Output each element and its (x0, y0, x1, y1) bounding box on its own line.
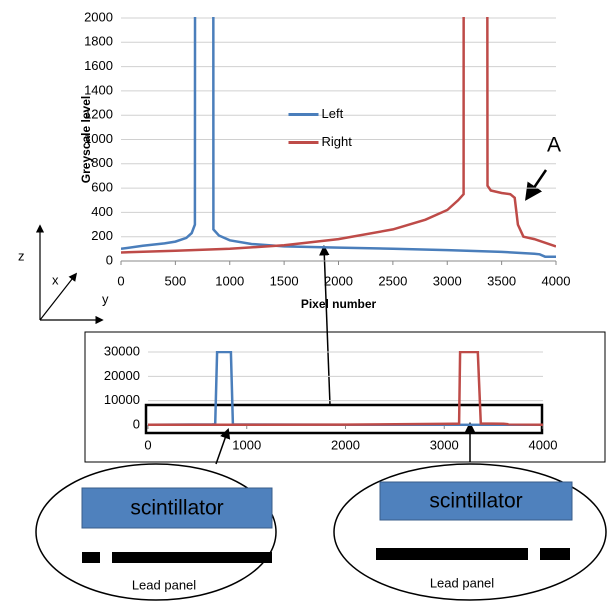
x-tick-label: 2000 (324, 273, 353, 288)
arrows (215, 169, 548, 465)
axis-z: z (18, 248, 25, 263)
annotation: A (547, 134, 561, 157)
axis-x: x (52, 272, 59, 287)
x-tick-label: 3000 (430, 437, 459, 452)
scintillator-label: scintillator (130, 497, 223, 520)
x-tick-label: 0 (144, 437, 151, 452)
x-tick-label: 3500 (487, 273, 516, 288)
x-tick-label: 2000 (331, 437, 360, 452)
x-tick-label: 500 (165, 273, 187, 288)
y-tick-label: 10000 (104, 392, 140, 407)
x-tick-label: 3000 (433, 273, 462, 288)
y-tick-label: 2000 (84, 9, 113, 24)
left-panel (35, 463, 277, 601)
y-tick-label: 400 (91, 204, 113, 219)
y-tick-label: 0 (133, 416, 140, 431)
lead-bar (82, 552, 100, 563)
x-tick-label: 4000 (529, 437, 558, 452)
series-line (148, 351, 543, 426)
x-tick-label: 1000 (232, 437, 261, 452)
inset-frame (84, 331, 606, 463)
scintillator-label: scintillator (429, 490, 522, 513)
selection-box (144, 403, 544, 435)
x-tick-label: 2500 (378, 273, 407, 288)
x-tick-label: 1000 (215, 273, 244, 288)
lead-bar (376, 548, 528, 560)
y-tick-label: 0 (106, 252, 113, 267)
lead-bar (112, 552, 272, 563)
y-tick-label: 1000 (84, 131, 113, 146)
series-line (121, 17, 556, 258)
axes-icon (35, 224, 104, 325)
x-tick-label: 1500 (270, 273, 299, 288)
scintillator-box (81, 487, 273, 529)
scintillator-box (379, 481, 573, 521)
axis-y: y (102, 291, 109, 306)
y-tick-label: 800 (91, 155, 113, 170)
lead-label: Lead panel (430, 575, 494, 590)
legend-label: Right (322, 134, 353, 149)
lead-bar (540, 548, 570, 560)
y-tick-label: 30000 (104, 343, 140, 358)
y-tick-label: 1800 (84, 34, 113, 49)
series-line (148, 351, 543, 426)
y-tick-label: 600 (91, 180, 113, 195)
y-axis-label: Greyscale level (79, 96, 93, 183)
y-tick-label: 20000 (104, 368, 140, 383)
y-tick-label: 1200 (84, 107, 113, 122)
x-tick-label: 0 (117, 273, 124, 288)
lead-label: Lead panel (132, 577, 196, 592)
y-tick-label: 1400 (84, 82, 113, 97)
y-tick-label: 1600 (84, 58, 113, 73)
series-line (121, 17, 556, 254)
right-panel (333, 463, 607, 601)
y-tick-label: 200 (91, 228, 113, 243)
x-axis-label: Pixel number (301, 297, 377, 311)
x-tick-label: 4000 (542, 273, 571, 288)
legend-label: Left (322, 106, 344, 121)
